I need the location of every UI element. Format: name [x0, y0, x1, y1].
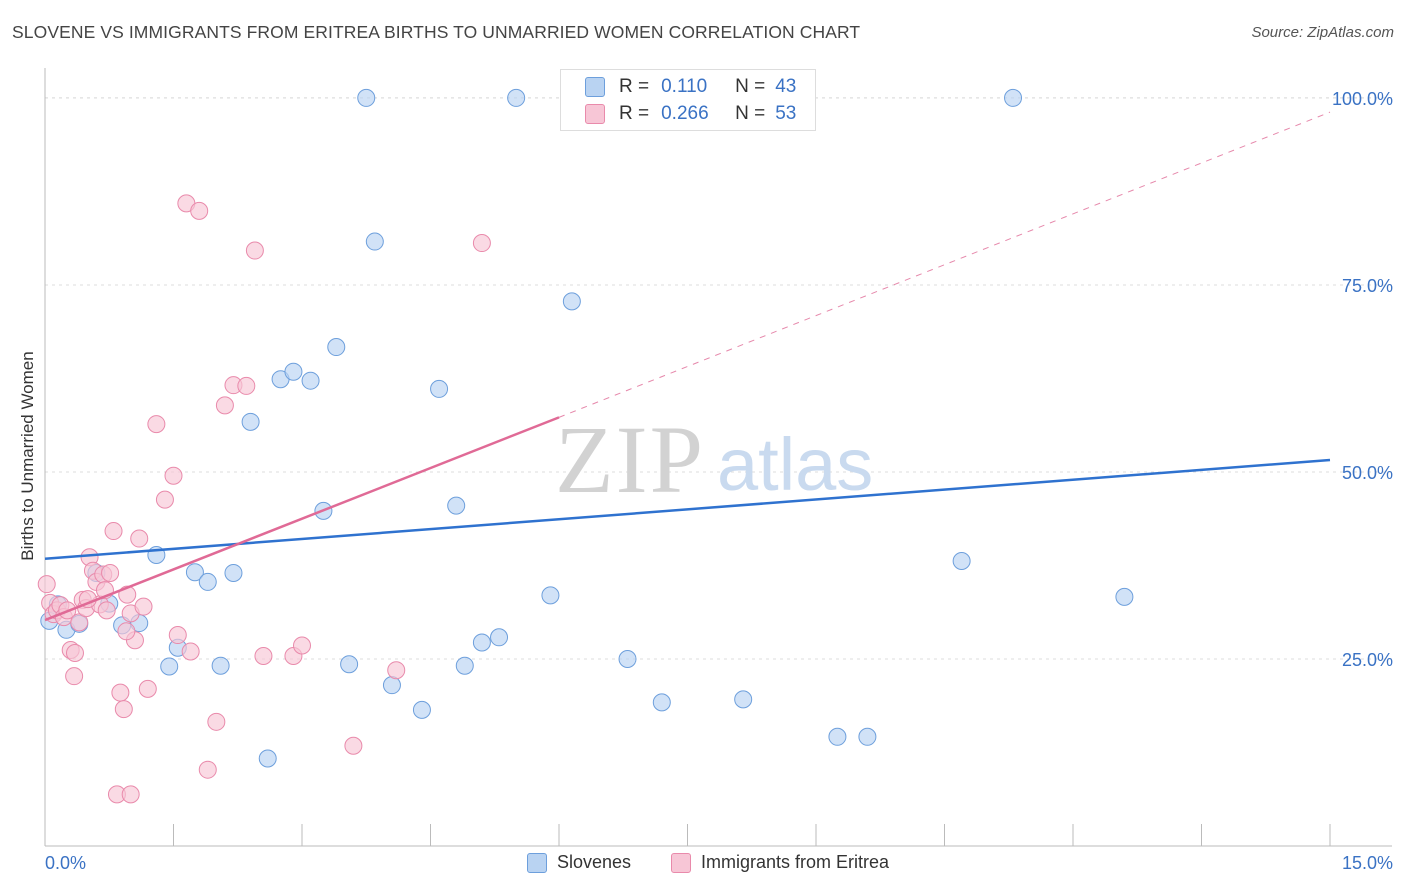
- source-label: Source: ZipAtlas.com: [1251, 24, 1394, 41]
- eritrea-point: [237, 376, 256, 395]
- slovenes-point: [211, 656, 230, 675]
- slovenes-point: [258, 749, 277, 768]
- eritrea-points: [37, 194, 491, 804]
- eritrea-point: [114, 700, 133, 719]
- eritrea-point: [111, 683, 130, 702]
- slovenes-point: [241, 412, 260, 431]
- legend-n-value: 43: [775, 76, 797, 97]
- x-tick-label: 0.0%: [45, 853, 86, 873]
- eritrea-point: [37, 575, 56, 594]
- slovenes-point: [618, 649, 637, 668]
- eritrea-point: [164, 466, 183, 485]
- slovenes-point: [185, 563, 204, 582]
- eritrea-point: [117, 622, 136, 641]
- slovenes-point: [447, 496, 466, 515]
- legend-swatch-pink: [671, 852, 691, 873]
- slovenes-point: [301, 371, 320, 390]
- eritrea-trend-line: [44, 416, 560, 622]
- legend-label-eritrea: Immigrants from Eritrea: [701, 852, 890, 872]
- slovenes-point: [430, 379, 449, 398]
- eritrea-point: [181, 642, 200, 661]
- legend-r-value: 0.266: [661, 103, 709, 124]
- eritrea-point: [155, 490, 174, 509]
- slovenes-point: [224, 563, 243, 582]
- watermark: ZIP atlas: [555, 406, 873, 513]
- legend-swatch-blue: [585, 77, 605, 97]
- eritrea-point: [198, 760, 217, 779]
- eritrea-point: [190, 201, 209, 220]
- legend-r-value: 0.110: [661, 76, 708, 97]
- eritrea-point: [207, 712, 226, 731]
- watermark-atlas: atlas: [717, 423, 873, 506]
- eritrea-point: [65, 643, 84, 662]
- slovenes-point: [340, 655, 359, 674]
- eritrea-point: [215, 396, 234, 415]
- legend-label-slovenes: Slovenes: [557, 852, 632, 872]
- eritrea-point: [472, 234, 491, 253]
- legend-n-value: 53: [775, 103, 797, 124]
- legend-swatch-blue: [527, 852, 547, 873]
- eritrea-point: [121, 785, 140, 804]
- eritrea-point: [344, 736, 363, 755]
- chart-title: SLOVENE VS IMMIGRANTS FROM ERITREA BIRTH…: [12, 22, 861, 42]
- legend-swatch-pink: [585, 104, 605, 124]
- slovenes-point: [1115, 587, 1134, 606]
- slovenes-point: [490, 628, 509, 647]
- slovenes-trend-line: [44, 458, 1331, 560]
- eritrea-point: [65, 667, 84, 686]
- eritrea-point: [97, 601, 116, 620]
- axes: [44, 68, 1392, 847]
- slovenes-point: [365, 232, 384, 251]
- legend-item-slovenes: Slovenes: [527, 852, 631, 873]
- legend-item-eritrea: Immigrants from Eritrea: [671, 852, 889, 873]
- eritrea-point: [387, 661, 406, 680]
- eritrea-point: [138, 679, 157, 698]
- correlation-legend: R = 0.110 N = 43 R = 0.266 N = 53: [560, 69, 816, 131]
- legend-n-label: N =: [735, 76, 766, 97]
- tick-labels: 25.0% 50.0% 75.0% 100.0% 0.0% 15.0%: [45, 89, 1393, 873]
- slovenes-point: [284, 362, 303, 381]
- slovenes-point: [562, 292, 581, 311]
- y-tick-label: 75.0%: [1342, 276, 1393, 296]
- eritrea-point: [130, 529, 149, 548]
- y-tick-label: 100.0%: [1332, 89, 1393, 109]
- slovenes-point: [327, 338, 346, 357]
- slovenes-point: [198, 572, 217, 591]
- legend-r-label: R =: [619, 76, 650, 97]
- eritrea-trend-extension: [558, 111, 1331, 418]
- eritrea-point: [168, 626, 187, 645]
- slovenes-point: [160, 657, 179, 676]
- legend-n-label: N =: [735, 103, 766, 124]
- slovenes-point: [382, 676, 401, 695]
- trend-lines: [44, 111, 1331, 622]
- x-tick-label: 15.0%: [1342, 853, 1393, 873]
- eritrea-point: [245, 241, 264, 260]
- slovenes-point: [412, 700, 431, 719]
- eritrea-point: [293, 636, 311, 655]
- slovenes-point: [357, 88, 376, 107]
- series-legend: Slovenes Immigrants from Eritrea: [0, 852, 1406, 878]
- slovenes-point: [828, 727, 847, 746]
- eritrea-point: [104, 522, 123, 541]
- y-tick-label: 50.0%: [1342, 463, 1393, 483]
- slovenes-point: [1004, 88, 1023, 107]
- slovenes-point: [541, 586, 560, 605]
- slovenes-point: [858, 727, 877, 746]
- eritrea-point: [134, 597, 153, 616]
- slovenes-point: [652, 693, 671, 712]
- legend-r-label: R =: [619, 103, 650, 124]
- eritrea-point: [254, 646, 273, 665]
- legend-row-eritrea: R = 0.266 N = 53: [585, 101, 797, 127]
- slovenes-point: [507, 88, 526, 107]
- slovenes-point: [734, 690, 753, 709]
- legend-row-slovenes: R = 0.110 N = 43: [585, 74, 797, 100]
- slovenes-point: [455, 656, 474, 675]
- eritrea-point: [101, 563, 120, 582]
- y-tick-label: 25.0%: [1342, 650, 1393, 670]
- watermark-zip: ZIP: [555, 406, 705, 513]
- eritrea-point: [147, 415, 166, 434]
- slovenes-point: [952, 551, 971, 570]
- slovenes-point: [472, 633, 491, 652]
